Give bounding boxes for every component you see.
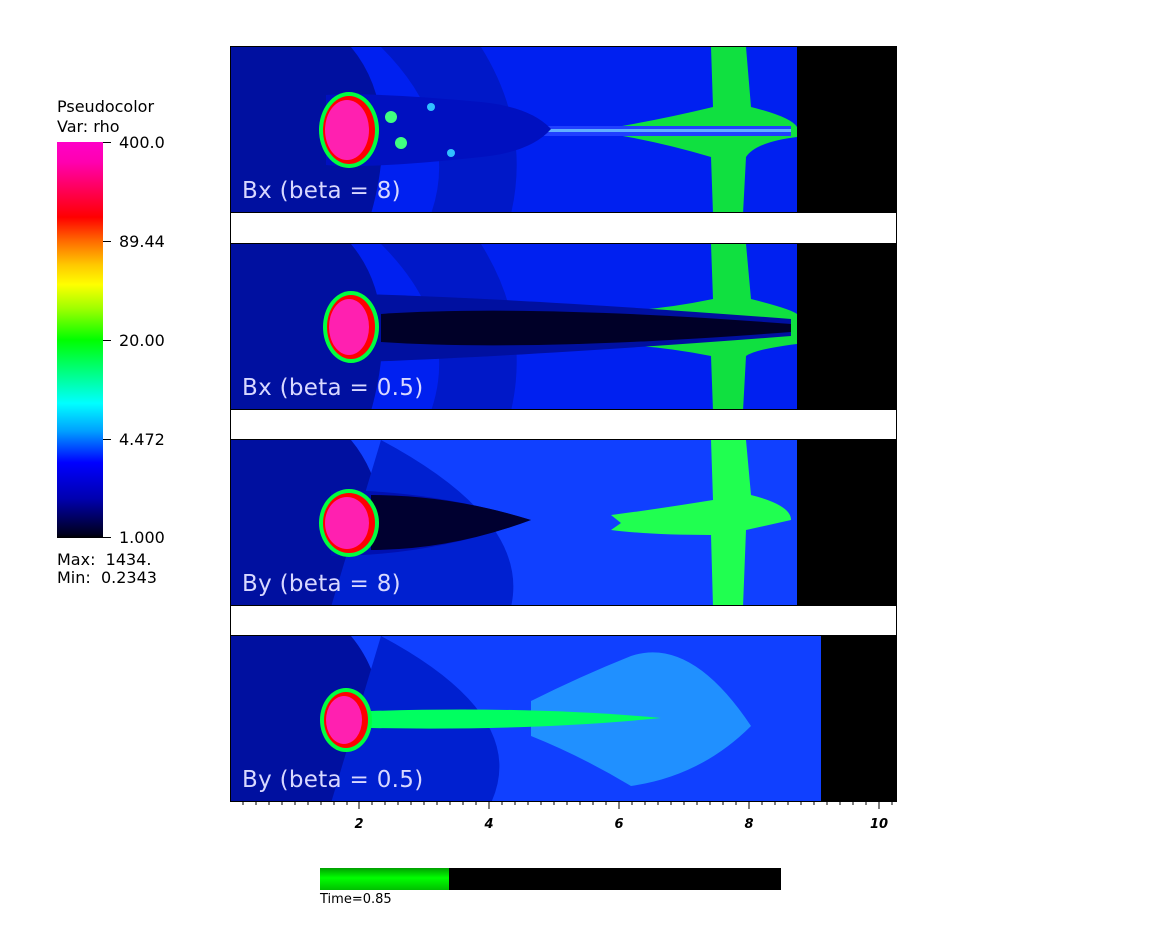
max-value: Max: 1434. <box>57 550 152 569</box>
x-tick-label: 10 <box>869 817 889 832</box>
time-label: Time=0.85 <box>320 892 392 907</box>
colorbar-label: 4.472 <box>119 430 165 449</box>
plot-panel-bx-beta-8: Bx (beta = 8) <box>230 46 897 213</box>
panel-label: Bx (beta = 8) <box>242 178 401 204</box>
x-tick-label: 2 <box>354 817 364 832</box>
colorbar-tick <box>103 142 111 143</box>
plot-panel-bx-beta-0-5: Bx (beta = 0.5) <box>230 243 897 410</box>
x-axis: 2 4 6 8 10 <box>230 801 897 841</box>
panel-label: By (beta = 0.5) <box>242 767 424 793</box>
colorbar-tick <box>103 537 111 538</box>
plot-panel-by-beta-8: By (beta = 8) <box>230 439 897 606</box>
panel-separator <box>230 213 897 243</box>
colorbar-label: 20.00 <box>119 331 165 350</box>
legend-title: Pseudocolor <box>57 97 155 116</box>
colorbar-label-min: 1.000 <box>119 528 165 547</box>
legend-variable: Var: rho <box>57 117 120 136</box>
time-progress-fill <box>320 868 450 890</box>
x-tick-label: 4 <box>484 817 494 832</box>
colorbar-tick <box>103 241 111 242</box>
colorbar-tick <box>103 439 111 440</box>
time-progress-bar <box>320 868 781 890</box>
x-tick-label: 8 <box>744 817 754 832</box>
panel-label: Bx (beta = 0.5) <box>242 375 424 401</box>
colorbar-tick <box>103 340 111 341</box>
panel-separator <box>230 410 897 439</box>
colorbar-label: 89.44 <box>119 232 165 251</box>
x-tick-label: 6 <box>614 817 624 832</box>
colorbar <box>57 142 103 538</box>
panel-label: By (beta = 8) <box>242 571 401 597</box>
colorbar-label-max: 400.0 <box>119 133 165 152</box>
plot-panel-by-beta-0-5: By (beta = 0.5) <box>230 635 897 802</box>
min-value: Min: 0.2343 <box>57 568 157 587</box>
panel-separator <box>230 606 897 635</box>
